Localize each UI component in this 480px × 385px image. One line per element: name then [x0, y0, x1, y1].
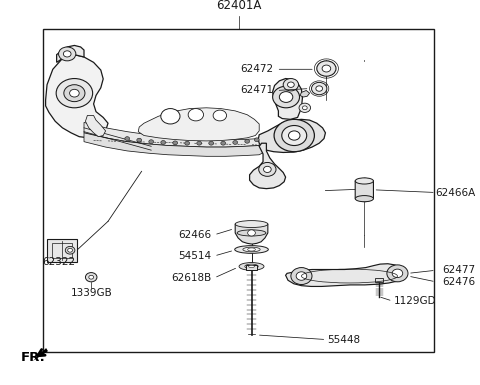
Polygon shape — [84, 122, 266, 147]
Ellipse shape — [355, 196, 373, 202]
Polygon shape — [286, 264, 406, 286]
Polygon shape — [57, 45, 84, 62]
Text: 62401A: 62401A — [216, 0, 261, 12]
Circle shape — [125, 137, 130, 141]
Text: 62466: 62466 — [178, 230, 211, 240]
Polygon shape — [33, 348, 48, 361]
Ellipse shape — [239, 263, 264, 270]
Ellipse shape — [235, 221, 268, 228]
Circle shape — [264, 166, 271, 172]
Circle shape — [322, 65, 331, 72]
Circle shape — [89, 275, 94, 279]
Circle shape — [209, 141, 214, 145]
Bar — [47, 239, 77, 262]
Circle shape — [312, 82, 327, 95]
Circle shape — [65, 246, 75, 254]
Circle shape — [299, 103, 311, 112]
Circle shape — [273, 86, 300, 108]
Bar — [246, 265, 257, 270]
Circle shape — [161, 109, 180, 124]
Polygon shape — [138, 108, 259, 141]
Circle shape — [213, 110, 227, 121]
Polygon shape — [250, 143, 286, 189]
Polygon shape — [300, 90, 310, 97]
Polygon shape — [235, 222, 268, 244]
Ellipse shape — [237, 230, 266, 236]
Circle shape — [185, 141, 190, 145]
Circle shape — [259, 162, 276, 176]
Bar — [43, 29, 434, 352]
Circle shape — [288, 82, 294, 87]
Circle shape — [254, 138, 259, 142]
Circle shape — [188, 109, 204, 121]
Circle shape — [173, 141, 178, 145]
Circle shape — [85, 273, 97, 282]
Ellipse shape — [355, 178, 373, 184]
Circle shape — [291, 268, 312, 285]
Circle shape — [161, 141, 166, 144]
Circle shape — [70, 89, 79, 97]
Circle shape — [282, 126, 307, 146]
Circle shape — [59, 47, 76, 61]
Ellipse shape — [248, 248, 255, 251]
Circle shape — [233, 141, 238, 144]
Circle shape — [63, 51, 71, 57]
Ellipse shape — [243, 247, 260, 252]
Polygon shape — [84, 133, 266, 156]
Circle shape — [245, 139, 250, 143]
Circle shape — [68, 248, 72, 252]
Ellipse shape — [245, 264, 258, 269]
Polygon shape — [355, 178, 373, 202]
Polygon shape — [258, 119, 325, 152]
Circle shape — [56, 79, 93, 108]
Circle shape — [283, 79, 299, 91]
Circle shape — [248, 230, 255, 236]
Text: 62476: 62476 — [442, 277, 475, 287]
Circle shape — [317, 61, 336, 76]
Bar — [375, 278, 383, 282]
Circle shape — [64, 85, 85, 102]
Text: 1339GB: 1339GB — [71, 288, 112, 298]
Circle shape — [387, 265, 408, 282]
Text: 62466A: 62466A — [435, 187, 475, 198]
Circle shape — [288, 131, 300, 140]
Circle shape — [137, 138, 142, 142]
Text: 62618B: 62618B — [171, 273, 211, 283]
Polygon shape — [46, 55, 108, 138]
Text: 62472: 62472 — [240, 64, 274, 74]
Circle shape — [197, 141, 202, 145]
Circle shape — [296, 272, 307, 280]
Circle shape — [302, 106, 307, 110]
Circle shape — [221, 141, 226, 145]
Text: FR.: FR. — [21, 351, 46, 364]
Circle shape — [149, 140, 154, 144]
Text: 62477: 62477 — [442, 265, 475, 275]
Text: 62471: 62471 — [240, 85, 274, 95]
Bar — [52, 243, 72, 258]
Polygon shape — [273, 79, 302, 119]
Text: 54514: 54514 — [178, 251, 211, 261]
Circle shape — [274, 119, 314, 152]
Circle shape — [279, 92, 293, 102]
Circle shape — [392, 269, 403, 278]
Text: 62322: 62322 — [42, 257, 75, 267]
Circle shape — [316, 86, 323, 91]
Text: 1129GD: 1129GD — [394, 296, 436, 306]
Ellipse shape — [235, 246, 268, 253]
Ellipse shape — [249, 265, 254, 268]
Text: 55448: 55448 — [327, 335, 360, 345]
Polygon shape — [85, 116, 106, 137]
